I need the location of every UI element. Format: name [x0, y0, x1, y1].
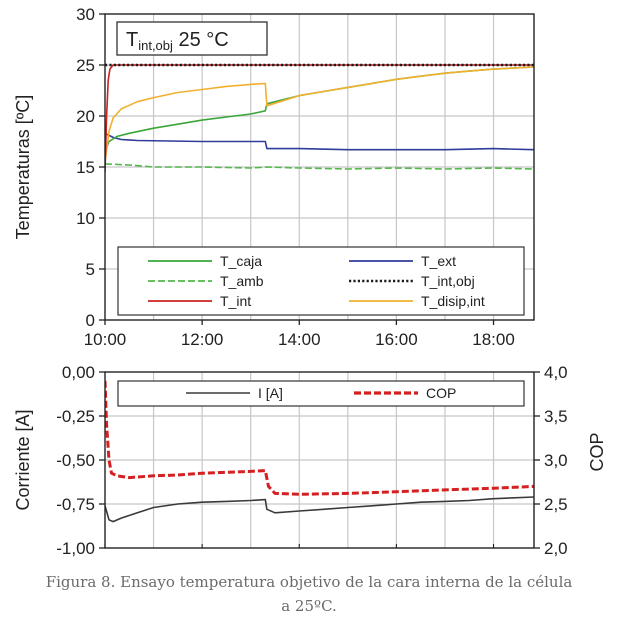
- bottom-series-i-a-: [105, 496, 534, 523]
- top-series-t-int: [105, 64, 534, 173]
- annotation-box: [116, 21, 268, 56]
- bottom-series-cop: [105, 380, 534, 496]
- bottom-series-line: [105, 380, 534, 496]
- top-series-line: [105, 64, 534, 173]
- top-ytick-label: 30: [76, 5, 95, 24]
- top-ytick-label: 25: [76, 56, 95, 75]
- bottom-legend: I [A] COP: [117, 380, 525, 407]
- bottom-ytick-label: -0,50: [56, 451, 95, 470]
- top-legend-label: T_caja: [220, 253, 262, 269]
- top-series-t-disip-int: [105, 66, 534, 163]
- top-legend-label: T_ext: [421, 253, 456, 269]
- top-xtick-label: 18:00: [472, 330, 515, 349]
- bottom-ytick-label: -0,25: [56, 407, 95, 426]
- top-annotation: Tint,obj 25 °C: [116, 21, 268, 56]
- bottom-y2tick-label: 3,5: [544, 407, 568, 426]
- top-legend-label: T_int,obj: [421, 273, 475, 289]
- top-legend: T_caja T_ext T_amb T_int,obj T_int T_disip,in…: [117, 246, 525, 316]
- bottom-ytick-label: -0,75: [56, 495, 95, 514]
- top-legend-label: T_disip,int: [421, 293, 485, 309]
- bottom-ytick-label: 0,00: [62, 363, 95, 382]
- top-series-t-amb: [105, 163, 534, 170]
- top-ytick-label: 10: [76, 209, 95, 228]
- bottom-y2tick-label: 3,0: [544, 451, 568, 470]
- top-legend-label: T_int: [220, 293, 251, 309]
- top-xtick-label: 10:00: [84, 330, 127, 349]
- bottom-plot-frame: [104, 371, 535, 549]
- top-y-axis-title: Temperaturas [ºC]: [13, 95, 33, 240]
- bottom-y2tick-label: 2,0: [544, 539, 568, 558]
- bottom-y2tick-label: 4,0: [544, 363, 568, 382]
- top-legend-box: [117, 246, 525, 316]
- top-legend-label: T_amb: [220, 273, 264, 289]
- bottom-y2tick-label: 2,5: [544, 495, 568, 514]
- top-xtick-label: 14:00: [278, 330, 321, 349]
- figure-caption: Figura 8. Ensayo temperatura objetivo de…: [0, 570, 618, 618]
- caption-line-1: Figura 8. Ensayo temperatura objetivo de…: [45, 573, 573, 591]
- bottom-series-line: [105, 496, 534, 523]
- bottom-legend-box: [117, 380, 525, 407]
- bottom-y2-axis-title: COP: [587, 432, 607, 471]
- top-ytick-label: 5: [86, 260, 95, 279]
- top-plot-frame: [104, 13, 535, 321]
- top-series-line: [105, 163, 534, 170]
- top-ytick-label: 20: [76, 107, 95, 126]
- caption-line-2: a 25ºC.: [281, 597, 337, 615]
- bottom-legend-label: I [A]: [258, 385, 283, 401]
- bottom-legend-label: COP: [426, 385, 456, 401]
- bottom-ytick-label: -1,00: [56, 539, 95, 558]
- top-ytick-label: 0: [86, 311, 95, 330]
- top-series-t-ext: [105, 132, 534, 151]
- annotation-text: Tint,obj 25 °C: [126, 29, 229, 53]
- chart-canvas: 0 5 10 15 20 25 30 10:00 12:00 14:00 16:00 18:00 Tem…: [13, 5, 607, 558]
- top-xtick-label: 12:00: [181, 330, 224, 349]
- top-ytick-label: 15: [76, 158, 95, 177]
- top-xtick-label: 16:00: [375, 330, 418, 349]
- bottom-y-axis-title: Corriente [A]: [13, 409, 33, 510]
- top-series-line: [105, 66, 534, 163]
- top-series-line: [105, 132, 534, 151]
